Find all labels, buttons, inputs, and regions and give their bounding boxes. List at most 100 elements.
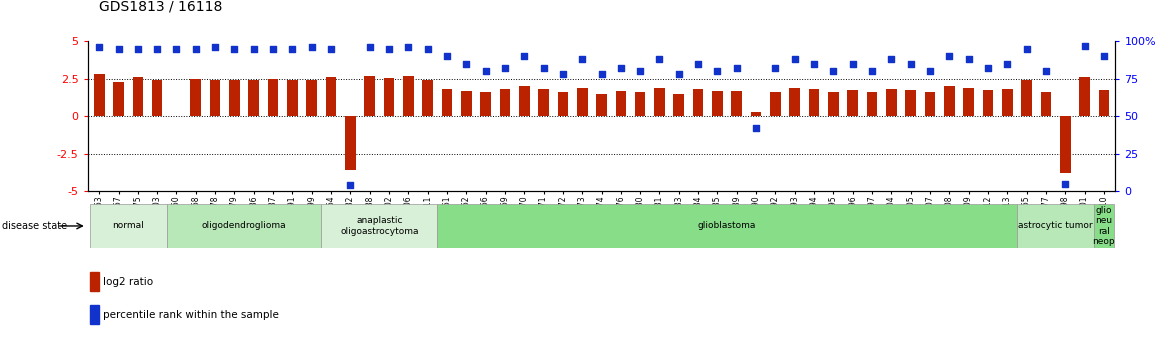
Point <box>863 69 882 74</box>
Bar <box>790 88 800 117</box>
Bar <box>461 91 472 117</box>
Bar <box>847 90 858 117</box>
Text: glio
neu
ral
neop: glio neu ral neop <box>1092 206 1115 246</box>
Bar <box>1099 90 1110 117</box>
Bar <box>113 82 124 117</box>
Point <box>689 61 708 67</box>
Point <box>728 66 746 71</box>
Point <box>805 61 823 67</box>
Bar <box>616 91 626 117</box>
Point <box>979 66 997 71</box>
Bar <box>172 116 182 117</box>
Point <box>515 53 534 59</box>
Point <box>1056 181 1075 187</box>
Point <box>1094 53 1113 59</box>
Point <box>651 57 669 62</box>
Bar <box>132 77 144 117</box>
Point <box>631 69 649 74</box>
Bar <box>267 79 278 117</box>
Point <box>321 46 340 52</box>
Bar <box>519 87 529 117</box>
Point <box>572 57 591 62</box>
Bar <box>93 75 104 117</box>
Bar <box>1041 92 1051 117</box>
Bar <box>345 117 356 170</box>
Point <box>534 66 552 71</box>
Point <box>1017 46 1036 52</box>
Bar <box>1002 89 1013 117</box>
Bar <box>480 92 491 117</box>
Bar <box>828 92 839 117</box>
Point <box>823 69 842 74</box>
Point <box>206 45 224 50</box>
Bar <box>364 76 375 117</box>
Bar <box>982 90 993 117</box>
Bar <box>731 91 742 117</box>
Point <box>264 46 283 52</box>
Point <box>380 46 398 52</box>
Point <box>785 57 804 62</box>
Point <box>843 61 862 67</box>
Point <box>225 46 244 52</box>
Point <box>399 45 418 50</box>
Bar <box>770 92 780 117</box>
Bar <box>944 87 954 117</box>
Bar <box>423 80 433 117</box>
Point <box>303 45 321 50</box>
Point <box>1076 43 1094 49</box>
Bar <box>90 305 98 324</box>
Bar <box>808 89 820 117</box>
Bar <box>596 94 607 117</box>
Bar <box>90 272 98 291</box>
Bar <box>635 92 646 117</box>
Point <box>341 183 360 188</box>
Point <box>495 66 514 71</box>
Point <box>244 46 263 52</box>
Bar <box>674 94 684 117</box>
FancyBboxPatch shape <box>167 205 321 247</box>
Bar <box>693 89 703 117</box>
Point <box>167 46 186 52</box>
Bar <box>442 89 452 117</box>
FancyBboxPatch shape <box>1094 205 1113 247</box>
Point <box>554 72 572 77</box>
Bar <box>1021 80 1031 117</box>
Bar <box>867 92 877 117</box>
FancyBboxPatch shape <box>90 205 167 247</box>
Bar <box>229 80 239 117</box>
Bar <box>887 89 897 117</box>
Point <box>128 46 147 52</box>
Bar <box>403 76 413 117</box>
Point <box>283 46 301 52</box>
Text: astrocytic tumor: astrocytic tumor <box>1018 221 1093 230</box>
Bar <box>500 89 510 117</box>
Text: disease state: disease state <box>2 221 68 231</box>
Bar <box>1059 117 1071 174</box>
Bar <box>751 112 762 117</box>
Text: glioblastoma: glioblastoma <box>698 221 757 230</box>
FancyBboxPatch shape <box>321 205 437 247</box>
Text: GDS1813 / 16118: GDS1813 / 16118 <box>99 0 223 14</box>
Bar <box>925 92 936 117</box>
Bar <box>287 80 298 117</box>
Point <box>592 72 611 77</box>
Bar <box>326 77 336 117</box>
Point <box>418 46 437 52</box>
Text: oligodendroglioma: oligodendroglioma <box>202 221 286 230</box>
Point <box>438 53 457 59</box>
Bar <box>964 88 974 117</box>
Point <box>882 57 901 62</box>
Bar <box>1079 77 1090 117</box>
Point <box>997 61 1016 67</box>
Point <box>669 72 688 77</box>
Bar <box>306 80 317 117</box>
Bar <box>577 88 588 117</box>
Bar <box>654 88 665 117</box>
Point <box>766 66 785 71</box>
Bar <box>190 79 201 117</box>
Bar <box>249 80 259 117</box>
Text: normal: normal <box>112 221 144 230</box>
Point <box>1036 69 1055 74</box>
Bar <box>557 92 568 117</box>
Point <box>361 45 380 50</box>
